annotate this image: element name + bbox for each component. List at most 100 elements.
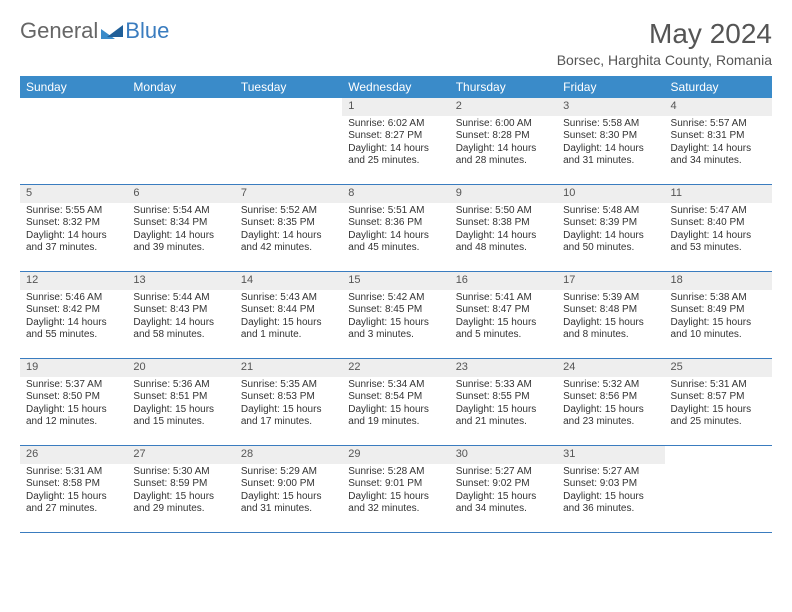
sunrise-text: Sunrise: 5:28 AM: [348, 466, 443, 479]
sunrise-text: Sunrise: 5:30 AM: [133, 466, 228, 479]
calendar-day-cell: 18 Sunrise: 5:38 AMSunset: 8:49 PMDayligh…: [665, 272, 772, 358]
sunset-text: Sunset: 8:38 PM: [456, 217, 551, 230]
sunrise-text: Sunrise: 5:46 AM: [26, 292, 121, 305]
daylight-text: Daylight: 15 hours and 5 minutes.: [456, 317, 551, 342]
day-number: 6: [127, 185, 234, 203]
daylight-text: Daylight: 14 hours and 31 minutes.: [563, 143, 658, 168]
calendar-day-cell: 5Sunrise: 5:55 AMSunset: 8:32 PMDaylight…: [20, 185, 127, 271]
calendar-day-cell: 28Sunrise: 5:29 AMSunset: 9:00 PMDayligh…: [235, 446, 342, 532]
day-number: [665, 446, 772, 450]
sunset-text: Sunset: 8:45 PM: [348, 304, 443, 317]
sunset-text: Sunset: 8:57 PM: [671, 391, 766, 404]
sunset-text: Sunset: 8:31 PM: [671, 130, 766, 143]
sunrise-text: Sunrise: 5:48 AM: [563, 205, 658, 218]
daylight-text: Daylight: 14 hours and 45 minutes.: [348, 230, 443, 255]
day-details: Sunrise: 5:55 AMSunset: 8:32 PMDaylight:…: [20, 205, 127, 258]
sunrise-text: Sunrise: 5:42 AM: [348, 292, 443, 305]
calendar-day-cell: 13Sunrise: 5:44 AMSunset: 8:43 PMDayligh…: [127, 272, 234, 358]
day-number: 22: [342, 359, 449, 377]
sunrise-text: Sunrise: 5:38 AM: [671, 292, 766, 305]
calendar-day-cell: 27Sunrise: 5:30 AMSunset: 8:59 PMDayligh…: [127, 446, 234, 532]
day-number: 8: [342, 185, 449, 203]
day-number: 13: [127, 272, 234, 290]
day-number: 25: [665, 359, 772, 377]
day-number: 19: [20, 359, 127, 377]
calendar: SundayMondayTuesdayWednesdayThursdayFrid…: [20, 76, 772, 533]
calendar-week-row: 12Sunrise: 5:46 AMSunset: 8:42 PMDayligh…: [20, 272, 772, 359]
sunset-text: Sunset: 8:42 PM: [26, 304, 121, 317]
logo-icon: [101, 23, 123, 39]
daylight-text: Daylight: 14 hours and 42 minutes.: [241, 230, 336, 255]
day-details: Sunrise: 5:37 AMSunset: 8:50 PMDaylight:…: [20, 379, 127, 432]
month-title: May 2024: [557, 18, 772, 50]
sunrise-text: Sunrise: 5:35 AM: [241, 379, 336, 392]
sunset-text: Sunset: 9:02 PM: [456, 478, 551, 491]
calendar-day-cell: 25 Sunrise: 5:31 AMSunset: 8:57 PMDayligh…: [665, 359, 772, 445]
day-details: Sunrise: 5:35 AMSunset: 8:53 PMDaylight:…: [235, 379, 342, 432]
calendar-day-cell: 20Sunrise: 5:36 AMSunset: 8:51 PMDayligh…: [127, 359, 234, 445]
day-number: 15: [342, 272, 449, 290]
calendar-day-cell: 9Sunrise: 5:50 AMSunset: 8:38 PMDaylight…: [450, 185, 557, 271]
sunrise-text: Sunrise: 5:47 AM: [671, 205, 766, 218]
sunset-text: Sunset: 9:01 PM: [348, 478, 443, 491]
daylight-text: Daylight: 15 hours and 10 minutes.: [671, 317, 766, 342]
day-number: [235, 98, 342, 102]
sunset-text: Sunset: 8:58 PM: [26, 478, 121, 491]
sunrise-text: Sunrise: 6:02 AM: [348, 118, 443, 131]
calendar-day-cell: 8Sunrise: 5:51 AMSunset: 8:36 PMDaylight…: [342, 185, 449, 271]
sunset-text: Sunset: 8:35 PM: [241, 217, 336, 230]
day-details: Sunrise: 5:38 AMSunset: 8:49 PMDaylight:…: [665, 292, 772, 345]
sunset-text: Sunset: 8:47 PM: [456, 304, 551, 317]
sunrise-text: Sunrise: 5:44 AM: [133, 292, 228, 305]
calendar-day-cell: 16 Sunrise: 5:41 AMSunset: 8:47 PMDayligh…: [450, 272, 557, 358]
sunrise-text: Sunrise: 5:57 AM: [671, 118, 766, 131]
location: Borsec, Harghita County, Romania: [557, 52, 772, 68]
calendar-week-row: 1 Sunrise: 6:02 AMSunset: 8:27 PMDaylight…: [20, 98, 772, 185]
header: General Blue May 2024 Borsec, Harghita C…: [20, 18, 772, 68]
sunrise-text: Sunrise: 5:52 AM: [241, 205, 336, 218]
day-number: 18: [665, 272, 772, 290]
day-details: Sunrise: 5:58 AMSunset: 8:30 PMDaylight:…: [557, 118, 664, 171]
day-number: 24: [557, 359, 664, 377]
weekday-header: Friday: [557, 76, 664, 98]
weekday-header: Thursday: [450, 76, 557, 98]
day-details: Sunrise: 5:29 AMSunset: 9:00 PMDaylight:…: [235, 466, 342, 519]
weekday-header: Sunday: [20, 76, 127, 98]
day-details: Sunrise: 5:48 AMSunset: 8:39 PMDaylight:…: [557, 205, 664, 258]
sunset-text: Sunset: 9:03 PM: [563, 478, 658, 491]
sunrise-text: Sunrise: 5:31 AM: [26, 466, 121, 479]
day-details: Sunrise: 6:02 AMSunset: 8:27 PMDaylight:…: [342, 118, 449, 171]
daylight-text: Daylight: 15 hours and 1 minute.: [241, 317, 336, 342]
day-number: 7: [235, 185, 342, 203]
day-details: Sunrise: 5:46 AMSunset: 8:42 PMDaylight:…: [20, 292, 127, 345]
day-number: 27: [127, 446, 234, 464]
daylight-text: Daylight: 15 hours and 36 minutes.: [563, 491, 658, 516]
day-number: 1: [342, 98, 449, 116]
sunset-text: Sunset: 8:59 PM: [133, 478, 228, 491]
day-details: Sunrise: 5:52 AMSunset: 8:35 PMDaylight:…: [235, 205, 342, 258]
day-details: Sunrise: 5:39 AMSunset: 8:48 PMDaylight:…: [557, 292, 664, 345]
day-details: Sunrise: 5:31 AMSunset: 8:57 PMDaylight:…: [665, 379, 772, 432]
calendar-day-cell: 23Sunrise: 5:33 AMSunset: 8:55 PMDayligh…: [450, 359, 557, 445]
day-number: [127, 98, 234, 102]
sunset-text: Sunset: 8:30 PM: [563, 130, 658, 143]
day-number: 29: [342, 446, 449, 464]
sunset-text: Sunset: 8:34 PM: [133, 217, 228, 230]
logo: General Blue: [20, 18, 169, 44]
calendar-day-cell: 4Sunrise: 5:57 AMSunset: 8:31 PMDaylight…: [665, 98, 772, 184]
day-number: 11: [665, 185, 772, 203]
day-details: Sunrise: 5:28 AMSunset: 9:01 PMDaylight:…: [342, 466, 449, 519]
sunset-text: Sunset: 8:50 PM: [26, 391, 121, 404]
calendar-day-cell: [235, 98, 342, 184]
calendar-day-cell: [665, 446, 772, 532]
sunrise-text: Sunrise: 5:41 AM: [456, 292, 551, 305]
day-number: 9: [450, 185, 557, 203]
sunrise-text: Sunrise: 5:31 AM: [671, 379, 766, 392]
day-number: 16: [450, 272, 557, 290]
daylight-text: Daylight: 15 hours and 25 minutes.: [671, 404, 766, 429]
sunrise-text: Sunrise: 5:39 AM: [563, 292, 658, 305]
calendar-day-cell: 24Sunrise: 5:32 AMSunset: 8:56 PMDayligh…: [557, 359, 664, 445]
daylight-text: Daylight: 15 hours and 23 minutes.: [563, 404, 658, 429]
sunset-text: Sunset: 8:36 PM: [348, 217, 443, 230]
daylight-text: Daylight: 15 hours and 8 minutes.: [563, 317, 658, 342]
